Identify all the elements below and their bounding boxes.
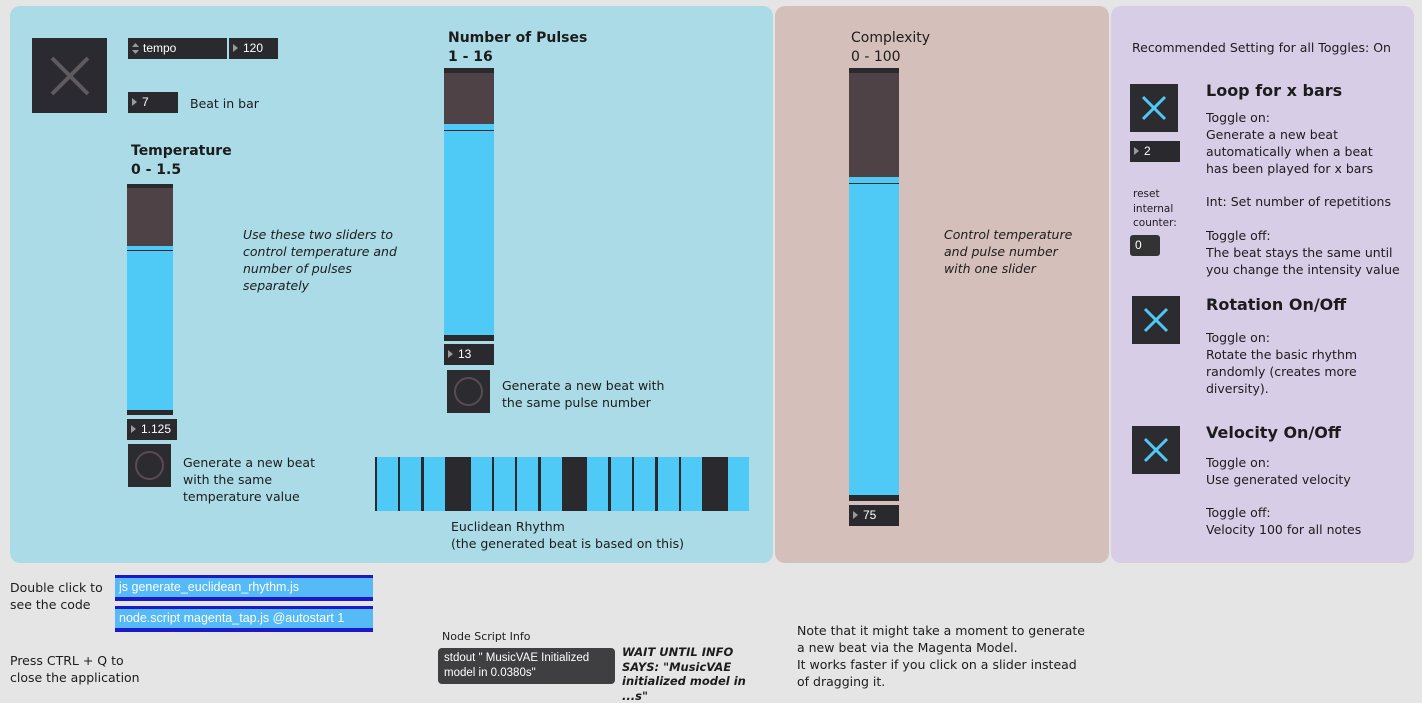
temperature-slider[interactable] (127, 184, 173, 415)
tempo-value-box[interactable]: 120 (229, 38, 278, 59)
rhythm-step[interactable] (471, 457, 492, 511)
velocity-on-title: Toggle on: (1206, 455, 1270, 470)
arrow-right-icon (448, 350, 453, 358)
reset-counter-box[interactable]: 0 (1130, 235, 1160, 256)
wait-warning: WAIT UNTIL INFO SAYS: "MusicVAE initiali… (622, 645, 746, 703)
complexity-value-box[interactable]: 75 (849, 505, 899, 526)
x-icon (1141, 95, 1167, 121)
velocity-toggle[interactable] (1132, 426, 1180, 474)
complexity-range: 0 - 100 (851, 49, 901, 65)
arrow-right-icon (132, 98, 137, 106)
tempo-label: tempo (143, 41, 177, 55)
complexity-slider[interactable] (849, 68, 899, 501)
reset-counter-value: 0 (1135, 238, 1142, 252)
arrow-right-icon (1134, 147, 1139, 155)
rhythm-step[interactable] (658, 457, 679, 511)
loop-int-text: Int: Set number of repetitions (1206, 194, 1391, 209)
beat-in-bar-box[interactable]: 7 (128, 92, 178, 113)
double-click-hint: Double click to see the code (10, 580, 103, 612)
velocity-off-title: Toggle off: (1206, 505, 1271, 520)
rotation-on-text: Rotate the basic rhythm randomly (create… (1206, 347, 1358, 396)
rhythm-step[interactable] (494, 457, 515, 511)
rhythm-step[interactable] (447, 457, 468, 511)
loop-off-title: Toggle off: (1206, 228, 1271, 243)
rhythm-step[interactable] (541, 457, 562, 511)
x-icon (1143, 307, 1169, 333)
beat-in-bar-value: 7 (142, 95, 149, 109)
temperature-value: 1.125 (141, 422, 172, 436)
rhythm-step[interactable] (634, 457, 655, 511)
pulses-button-text: Generate a new beat with the same pulse … (502, 378, 665, 410)
rhythm-step[interactable] (424, 457, 445, 511)
x-icon (50, 56, 89, 95)
temperature-title: Temperature (131, 143, 232, 159)
rhythm-step[interactable] (517, 457, 538, 511)
loop-bars-value: 2 (1144, 144, 1151, 158)
rhythm-step[interactable] (377, 457, 398, 511)
quit-hint: Press CTRL + Q to close the application (10, 653, 140, 685)
rhythm-step[interactable] (681, 457, 702, 511)
tempo-value: 120 (243, 41, 264, 55)
velocity-title: Velocity On/Off (1206, 423, 1341, 442)
play-toggle[interactable] (32, 38, 107, 113)
node-script-message-box[interactable]: node.script magenta_tap.js @autostart 1 (115, 606, 373, 632)
euclidean-rhythm-display[interactable] (375, 457, 749, 511)
complexity-value: 75 (863, 508, 877, 522)
temperature-bang-button[interactable] (128, 444, 171, 487)
pulses-range: 1 - 16 (448, 49, 493, 65)
updown-arrows-icon (132, 43, 139, 54)
recommended-setting: Recommended Setting for all Toggles: On (1132, 40, 1391, 55)
loop-on-title: Toggle on: (1206, 110, 1270, 125)
loop-toggle[interactable] (1130, 84, 1178, 132)
node-script-message-text: node.script magenta_tap.js @autostart 1 (115, 609, 373, 628)
loop-on-text: Generate a new beat automatically when a… (1206, 127, 1374, 176)
loop-title: Loop for x bars (1206, 81, 1343, 100)
tempo-menu[interactable]: tempo (128, 38, 227, 59)
arrow-right-icon (853, 511, 858, 519)
rotation-on-title: Toggle on: (1206, 330, 1270, 345)
euclidean-caption: Euclidean Rhythm (451, 519, 565, 534)
euclidean-subcaption: (the generated beat is based on this) (451, 536, 684, 551)
pulses-value-box[interactable]: 13 (444, 344, 494, 365)
rhythm-step[interactable] (704, 457, 725, 511)
beat-in-bar-label: Beat in bar (190, 96, 259, 111)
temperature-range: 0 - 1.5 (131, 162, 182, 178)
rhythm-step[interactable] (400, 457, 421, 511)
reset-counter-label: reset internal counter: (1133, 188, 1177, 229)
velocity-on-text: Use generated velocity (1206, 472, 1351, 487)
magenta-note: Note that it might take a moment to gene… (797, 623, 1085, 655)
circle-icon (135, 451, 164, 480)
pulses-bang-button[interactable] (447, 370, 490, 413)
js-message-box[interactable]: js generate_euclidean_rhythm.js (115, 575, 373, 601)
temperature-button-text: Generate a new beat with the same temper… (183, 455, 315, 504)
x-icon (1143, 437, 1169, 463)
rotation-toggle[interactable] (1132, 296, 1180, 344)
arrow-right-icon (233, 44, 238, 52)
circle-icon (454, 377, 483, 406)
two-sliders-hint: Use these two sliders to control tempera… (243, 227, 397, 293)
velocity-off-text: Velocity 100 for all notes (1206, 522, 1362, 537)
loop-off-text: The beat stays the same until you change… (1206, 245, 1400, 277)
rhythm-step[interactable] (564, 457, 585, 511)
node-info-value: stdout " MusicVAE Initialized model in 0… (444, 652, 590, 679)
temperature-value-box[interactable]: 1.125 (127, 419, 177, 440)
pulses-title: Number of Pulses (448, 30, 588, 46)
rhythm-step[interactable] (728, 457, 749, 511)
loop-bars-box[interactable]: 2 (1130, 141, 1180, 162)
arrow-right-icon (131, 425, 136, 433)
rhythm-step[interactable] (587, 457, 608, 511)
pulses-value: 13 (458, 347, 472, 361)
node-info-label: Node Script Info (442, 630, 531, 643)
complexity-panel (775, 6, 1109, 563)
magenta-note-2: It works faster if you click on a slider… (797, 657, 1077, 689)
complexity-title: Complexity (851, 30, 931, 46)
complexity-hint: Control temperature and pulse number wit… (944, 227, 1073, 276)
node-info-box: stdout " MusicVAE Initialized model in 0… (438, 648, 615, 684)
pulses-slider[interactable] (444, 68, 494, 341)
rhythm-step[interactable] (611, 457, 632, 511)
js-message-text: js generate_euclidean_rhythm.js (115, 578, 373, 597)
rotation-title: Rotation On/Off (1206, 295, 1347, 314)
